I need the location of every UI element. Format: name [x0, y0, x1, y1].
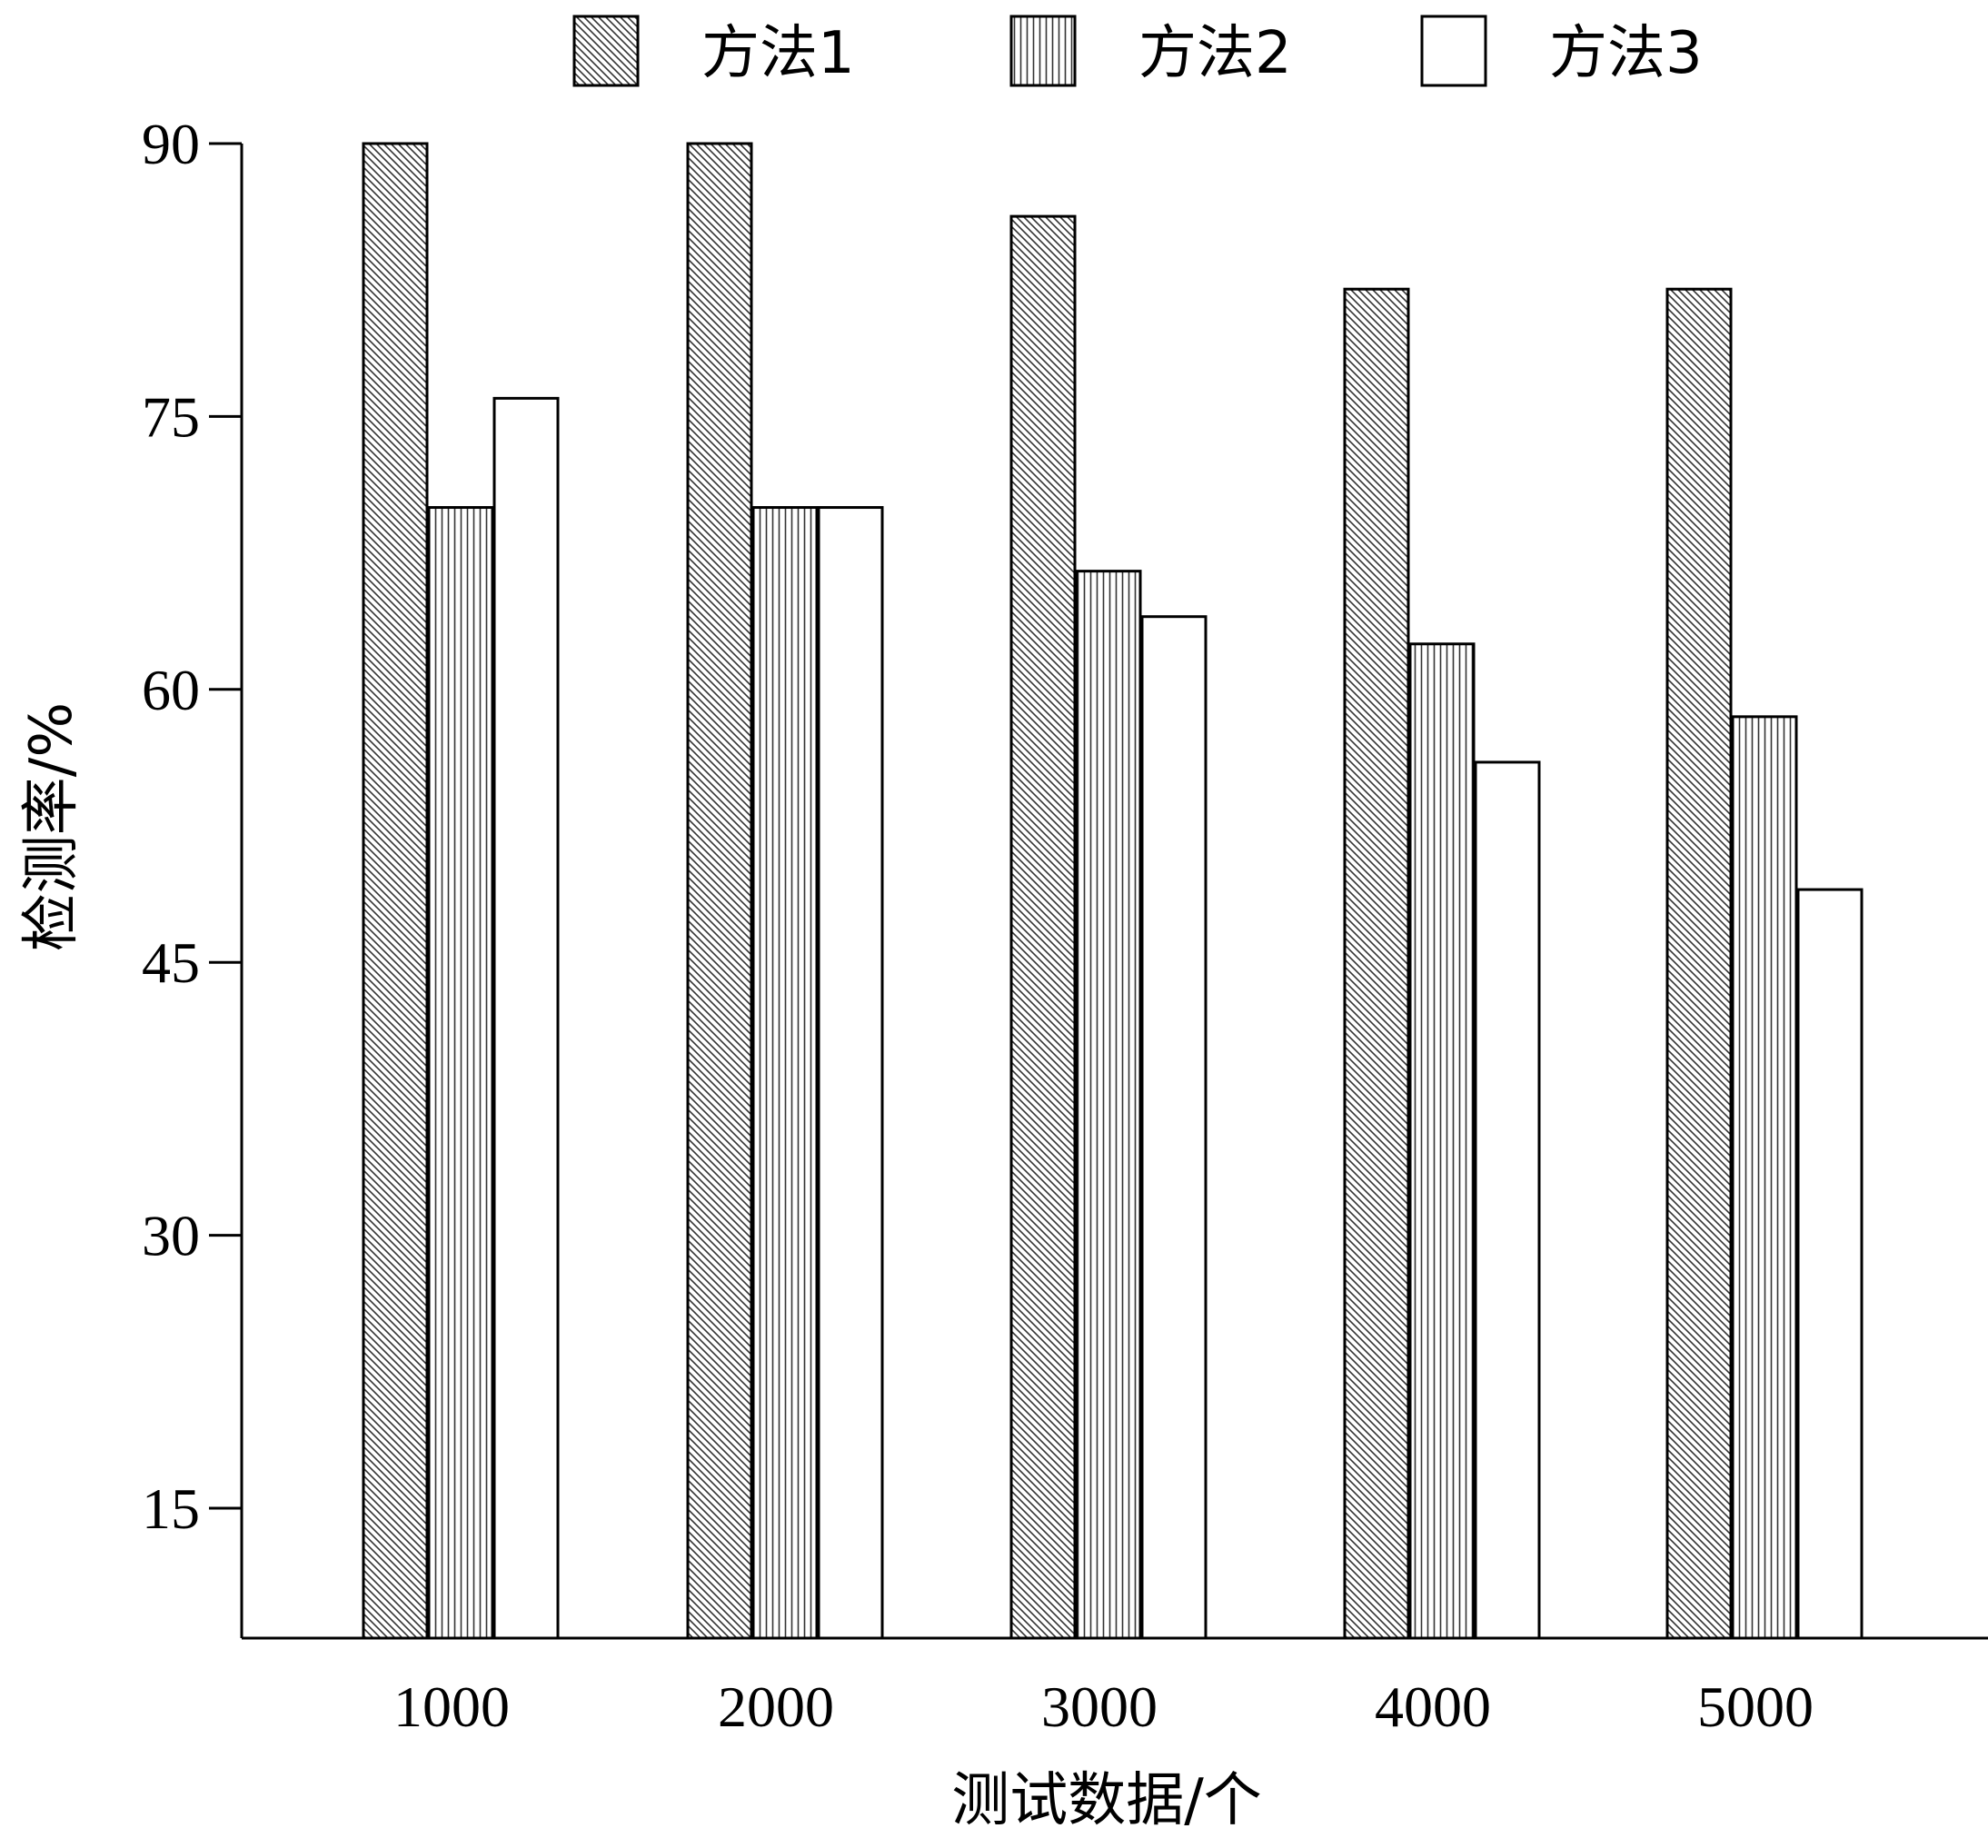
x-tick-label-1000: 1000	[393, 1674, 510, 1739]
x-tick-label-5000: 5000	[1697, 1674, 1814, 1739]
bar-2-1000	[427, 506, 494, 1640]
bar-2-3000	[1075, 570, 1142, 1640]
axes	[240, 144, 1988, 1640]
y-axis-title: 检测率/%	[18, 702, 85, 951]
bar-1-2000	[686, 142, 753, 1640]
bar-3-2000	[817, 506, 884, 1640]
bar-2-4000	[1408, 642, 1476, 1640]
y-tick-label-90: 90	[142, 112, 200, 176]
x-axis-title: 测试数据/个	[951, 1767, 1262, 1834]
bars-group	[362, 142, 1864, 1640]
y-tick-label-45: 45	[142, 930, 200, 995]
bar-3-4000	[1474, 760, 1541, 1640]
y-tick-label-15: 15	[142, 1476, 200, 1541]
y-tick-label-60: 60	[142, 658, 200, 722]
x-tick-label-4000: 4000	[1375, 1674, 1491, 1739]
legend-label-1: 方法1	[701, 20, 855, 87]
legend-swatch-3	[1420, 15, 1487, 87]
legend: 方法1 方法2 方法3	[572, 15, 1703, 87]
bar-2-5000	[1731, 715, 1798, 1640]
legend-label-3: 方法3	[1549, 20, 1703, 87]
y-tick-label-75: 75	[142, 384, 200, 449]
bar-3-3000	[1140, 615, 1208, 1640]
bar-1-4000	[1343, 287, 1410, 1640]
x-tick-label-3000: 3000	[1041, 1674, 1158, 1739]
x-ticks: 1000 2000 3000 4000 5000	[393, 1674, 1814, 1739]
bar-3-1000	[492, 396, 560, 1640]
bar-1-3000	[1009, 214, 1077, 1640]
legend-swatch-2	[1009, 15, 1077, 87]
bar-1-5000	[1665, 287, 1733, 1640]
legend-swatch-1	[572, 15, 640, 87]
bar-1-1000	[362, 142, 429, 1640]
bar-3-5000	[1796, 888, 1864, 1640]
bar-2-2000	[751, 506, 819, 1640]
y-tick-label-30: 30	[142, 1204, 200, 1268]
y-ticks: 15 30 45 60 75 90	[142, 112, 242, 1541]
x-tick-label-2000: 2000	[718, 1674, 834, 1739]
legend-label-2: 方法2	[1138, 20, 1292, 87]
